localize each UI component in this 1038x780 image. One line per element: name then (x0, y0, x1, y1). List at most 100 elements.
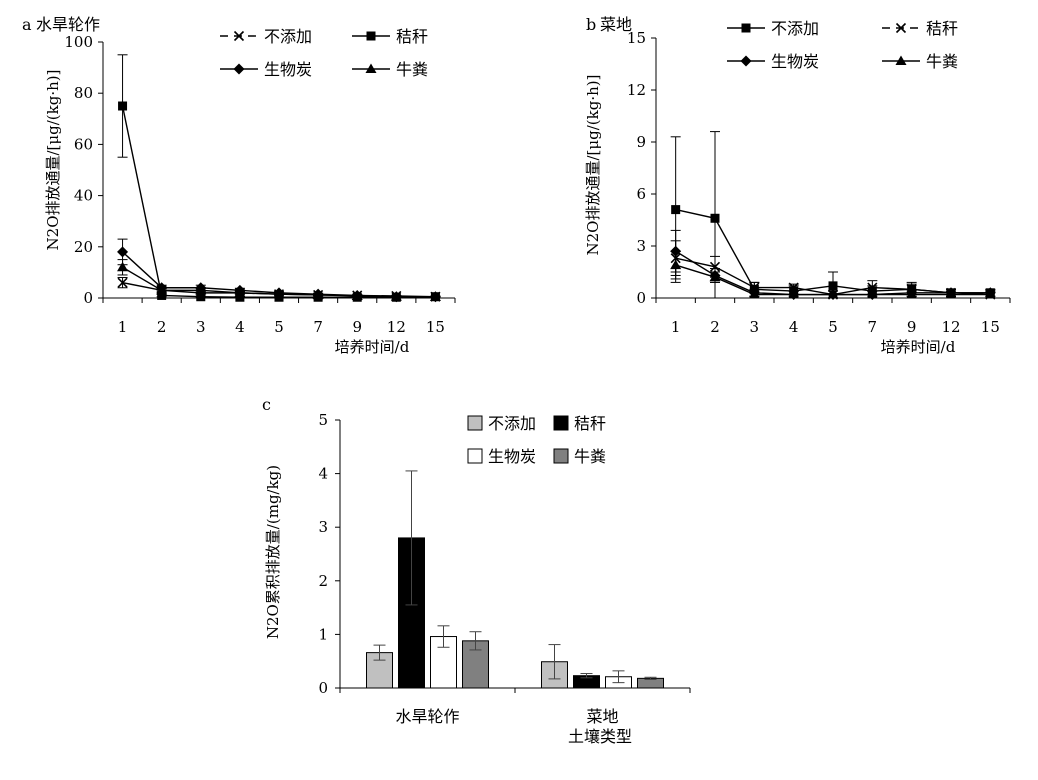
x-tick-label: 15 (426, 318, 445, 336)
legend-label: 秸秆 (926, 19, 958, 38)
y-tick-label: 12 (627, 81, 646, 99)
x-tick-label: 9 (352, 318, 362, 336)
data-point (670, 259, 682, 270)
legend-marker (233, 63, 245, 75)
data-point (748, 289, 760, 299)
data-point (117, 246, 129, 258)
panel-c-axes: 0 1 2 3 4 5 水旱轮作 菜地 (318, 411, 691, 726)
legend-item: 不添加 (467, 414, 536, 433)
panel-b-letter: b (586, 15, 596, 34)
data-point (196, 292, 206, 302)
panel-c-y-axis-label: N2O累积排放量/(mg/kg) (264, 465, 282, 639)
legend-label: 秸秆 (396, 27, 428, 46)
data-point (906, 289, 918, 299)
data-point (235, 292, 245, 302)
x-tick-label: 2 (710, 318, 720, 336)
panel-b-y-axis-label: N2O排放通量/[μg/(kg·h)] (584, 75, 602, 256)
legend-marker (741, 23, 751, 33)
legend-item: 生物炭 (727, 52, 819, 71)
panel-c-plot-area (366, 470, 664, 689)
data-point (195, 284, 207, 295)
legend-marker (365, 63, 377, 73)
legend-marker (233, 30, 245, 42)
panel-a-x-axis-label: 培养时间/d (335, 338, 410, 356)
bar-series (366, 644, 568, 689)
data-point (710, 213, 720, 223)
legend-swatch (467, 415, 483, 431)
legend-item: 牛粪 (882, 52, 958, 71)
legend-marker (740, 55, 752, 67)
y-tick-label: 40 (74, 187, 93, 205)
legend-item: 生物炭 (467, 447, 536, 466)
data-point (866, 289, 878, 299)
series-line (121, 105, 436, 298)
panel-a-title: 水旱轮作 (36, 15, 100, 34)
panel-a-plot-area (117, 54, 441, 303)
legend-label: 生物炭 (771, 52, 819, 71)
series-square (117, 54, 441, 302)
x-tick-label: 1 (118, 318, 128, 336)
x-tick-label: 7 (313, 318, 323, 336)
data-point (390, 291, 402, 301)
data-point (157, 290, 167, 300)
series-square (670, 131, 996, 299)
x-tick-label: 5 (828, 318, 838, 336)
x-tick-label: 9 (907, 318, 917, 336)
legend-marker (895, 55, 907, 65)
x-tick-label: 5 (274, 318, 284, 336)
legend-label: 不添加 (771, 19, 819, 38)
x-tick-label: 12 (941, 318, 960, 336)
y-tick-label: 20 (74, 238, 93, 256)
legend-label: 生物炭 (264, 60, 312, 79)
panel-a-line-chart: a 水旱轮作 N2O排放通量/[μg/(kg·h)] 培养时间/d 0 20 40 6… (22, 15, 456, 356)
legend-label: 秸秆 (574, 414, 606, 433)
y-tick-label: 15 (627, 29, 646, 47)
x-tick-label: 4 (235, 318, 245, 336)
x-tick-label: 7 (868, 318, 878, 336)
y-tick-label: 5 (318, 411, 328, 429)
series-triangle (117, 259, 441, 301)
legend-swatch (467, 448, 483, 464)
x-tick-label: 水旱轮作 (395, 707, 459, 726)
legend-label: 生物炭 (488, 447, 536, 466)
data-point (709, 261, 721, 272)
x-tick-label: 15 (981, 318, 1000, 336)
legend-label: 不添加 (264, 27, 312, 46)
x-tick-label: 4 (789, 318, 799, 336)
y-tick-label: 0 (318, 679, 328, 697)
data-point (117, 261, 129, 272)
data-point (945, 289, 957, 299)
legend-item: 秸秆 (553, 414, 606, 433)
panel-b-title: 菜地 (600, 15, 632, 34)
y-tick-label: 4 (318, 465, 328, 483)
legend-label: 牛粪 (396, 60, 428, 79)
bar-series (398, 470, 600, 689)
y-tick-label: 2 (318, 572, 328, 590)
data-point (671, 205, 681, 215)
data-point (117, 277, 128, 288)
bar-series (462, 631, 664, 689)
legend-marker (895, 22, 907, 34)
panel-a-y-axis-label: N2O排放通量/[μg/(kg·h)] (44, 70, 62, 251)
y-tick-label: 100 (64, 33, 93, 51)
data-point (788, 289, 800, 299)
legend-item: 秸秆 (882, 19, 958, 38)
panel-c-bar-chart: c N2O累积排放量/(mg/kg) 土壤类型 0 1 2 3 4 5 水旱轮作 菜地 不添加… (262, 395, 691, 746)
y-tick-label: 0 (83, 289, 93, 307)
y-tick-label: 80 (74, 84, 93, 102)
y-tick-label: 6 (636, 185, 646, 203)
panel-c-letter: c (262, 395, 271, 414)
x-tick-label: 3 (750, 318, 760, 336)
panel-b-x-axis-label: 培养时间/d (881, 338, 956, 356)
data-point (984, 289, 996, 299)
legend-item: 生物炭 (220, 60, 312, 79)
y-tick-label: 0 (636, 289, 646, 307)
data-point (273, 288, 285, 299)
panel-b-line-chart: b 菜地 N2O排放通量/[μg/(kg·h)] 培养时间/d 0 3 6 9 12 15… (584, 15, 1011, 356)
panel-b-plot-area (670, 131, 996, 301)
legend-label: 牛粪 (926, 52, 958, 71)
